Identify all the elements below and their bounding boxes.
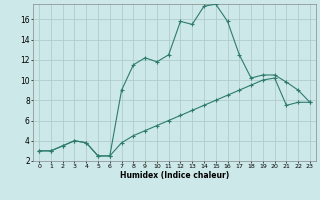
X-axis label: Humidex (Indice chaleur): Humidex (Indice chaleur) bbox=[120, 171, 229, 180]
